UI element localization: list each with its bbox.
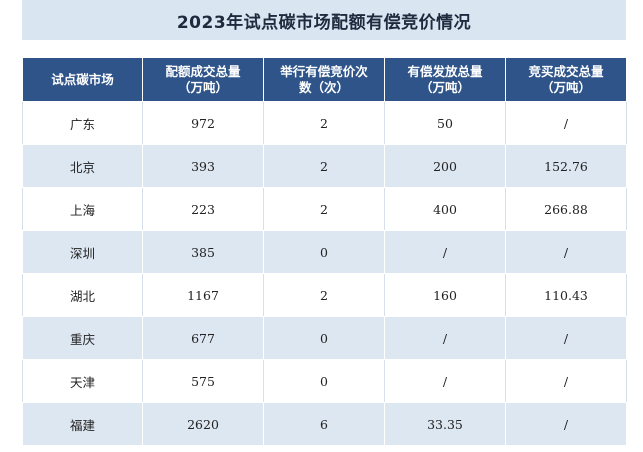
cell-auction-count: 2	[263, 101, 385, 145]
cell-allowance-volume: 393	[142, 144, 264, 188]
cell-auction-count: 2	[263, 144, 385, 188]
cell-paid-issuance: /	[384, 316, 506, 360]
table-row: 深圳 385 0 / /	[22, 230, 627, 274]
cell-allowance-volume: 1167	[142, 273, 264, 317]
cell-auction-count: 2	[263, 273, 385, 317]
cell-allowance-volume: 223	[142, 187, 264, 231]
cell-market: 湖北	[22, 273, 143, 317]
bidding-table: 试点碳市场 配额成交总量 （万吨） 举行有偿竞价次 数（次） 有偿发放总量 （万…	[22, 57, 627, 446]
cell-bid-volume: 152.76	[505, 144, 627, 188]
cell-market: 广东	[22, 101, 143, 145]
header-allowance-volume: 配额成交总量 （万吨）	[142, 57, 264, 102]
cell-bid-volume: 266.88	[505, 187, 627, 231]
cell-paid-issuance: 400	[384, 187, 506, 231]
cell-market: 天津	[22, 359, 143, 403]
table-row: 北京 393 2 200 152.76	[22, 144, 627, 188]
cell-paid-issuance: 200	[384, 144, 506, 188]
header-market: 试点碳市场	[22, 57, 143, 102]
cell-auction-count: 2	[263, 187, 385, 231]
cell-bid-volume: /	[505, 402, 627, 446]
header-bid-volume: 竞买成交总量 （万吨）	[505, 57, 627, 102]
cell-auction-count: 0	[263, 230, 385, 274]
page-title: 2023年试点碳市场配额有偿竞价情况	[22, 0, 626, 40]
cell-market: 北京	[22, 144, 143, 188]
cell-bid-volume: 110.43	[505, 273, 627, 317]
cell-allowance-volume: 972	[142, 101, 264, 145]
cell-market: 重庆	[22, 316, 143, 360]
table-row: 天津 575 0 / /	[22, 359, 627, 403]
cell-market: 深圳	[22, 230, 143, 274]
table-row: 广东 972 2 50 /	[22, 101, 627, 145]
cell-allowance-volume: 677	[142, 316, 264, 360]
cell-allowance-volume: 385	[142, 230, 264, 274]
cell-auction-count: 0	[263, 359, 385, 403]
cell-paid-issuance: 50	[384, 101, 506, 145]
cell-paid-issuance: /	[384, 359, 506, 403]
cell-bid-volume: /	[505, 101, 627, 145]
table-row: 湖北 1167 2 160 110.43	[22, 273, 627, 317]
cell-bid-volume: /	[505, 230, 627, 274]
cell-bid-volume: /	[505, 316, 627, 360]
cell-allowance-volume: 575	[142, 359, 264, 403]
cell-market: 福建	[22, 402, 143, 446]
cell-paid-issuance: 33.35	[384, 402, 506, 446]
header-paid-issuance: 有偿发放总量 （万吨）	[384, 57, 506, 102]
cell-allowance-volume: 2620	[142, 402, 264, 446]
header-auction-count: 举行有偿竞价次 数（次）	[263, 57, 385, 102]
table-header-row: 试点碳市场 配额成交总量 （万吨） 举行有偿竞价次 数（次） 有偿发放总量 （万…	[22, 57, 627, 102]
cell-auction-count: 6	[263, 402, 385, 446]
table-row: 重庆 677 0 / /	[22, 316, 627, 360]
cell-market: 上海	[22, 187, 143, 231]
cell-paid-issuance: 160	[384, 273, 506, 317]
cell-auction-count: 0	[263, 316, 385, 360]
cell-bid-volume: /	[505, 359, 627, 403]
table-row: 上海 223 2 400 266.88	[22, 187, 627, 231]
cell-paid-issuance: /	[384, 230, 506, 274]
table-row: 福建 2620 6 33.35 /	[22, 402, 627, 446]
